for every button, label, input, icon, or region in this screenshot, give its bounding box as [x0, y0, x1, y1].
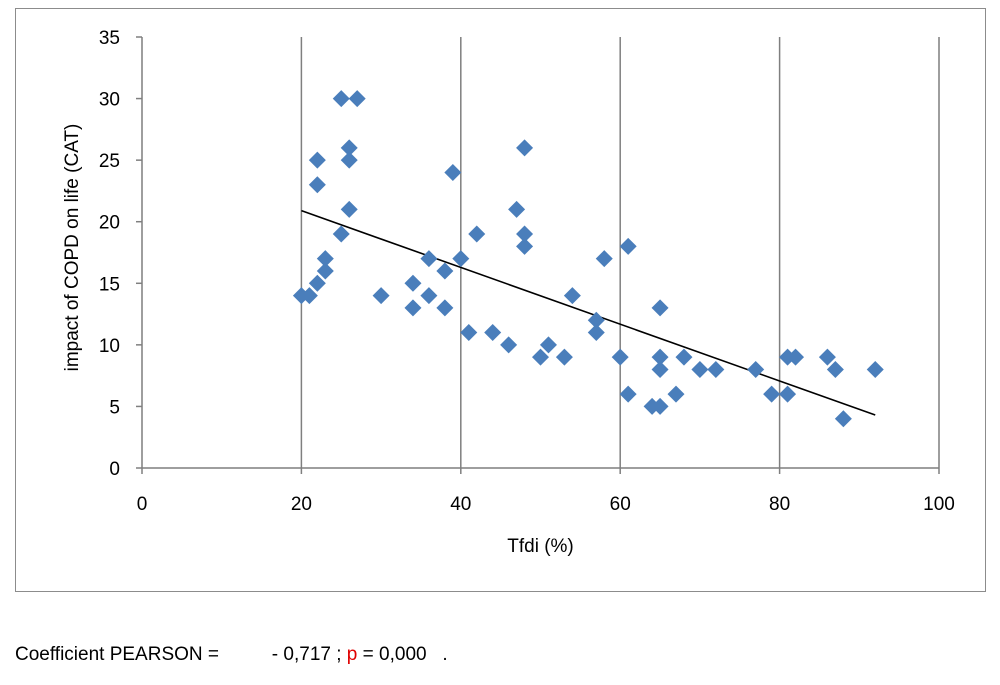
- data-point: [308, 176, 326, 194]
- x-tick-label: 40: [450, 494, 471, 515]
- tick-labels: 0 5 10 15 20 25 30 35 0 20 40 60 80 100: [99, 28, 955, 515]
- data-point: [707, 360, 725, 378]
- gridlines: [300, 37, 940, 468]
- data-point: [404, 299, 422, 317]
- data-point: [555, 348, 573, 366]
- coefficient-label: Coefficient PEARSON =: [15, 644, 219, 665]
- data-point: [316, 262, 334, 280]
- data-point: [619, 385, 637, 403]
- data-point: [651, 360, 669, 378]
- data-point: [420, 287, 438, 305]
- data-point: [332, 225, 350, 243]
- data-point: [340, 139, 358, 157]
- data-point: [436, 299, 454, 317]
- data-point: [763, 385, 781, 403]
- x-tick-label: 100: [923, 494, 955, 515]
- data-point: [826, 360, 844, 378]
- trendline-line: [301, 209, 876, 416]
- data-point: [651, 348, 669, 366]
- data-point: [818, 348, 836, 366]
- y-tick-label: 10: [99, 336, 120, 357]
- data-point: [747, 360, 765, 378]
- data-point: [300, 287, 318, 305]
- data-point: [667, 385, 685, 403]
- data-point: [316, 250, 334, 268]
- data-point: [834, 410, 852, 428]
- data-point: [779, 385, 797, 403]
- data-point: [595, 250, 613, 268]
- data-points: [292, 90, 884, 428]
- data-point: [587, 324, 605, 342]
- data-point: [436, 262, 454, 280]
- data-point: [308, 151, 326, 169]
- data-point: [516, 225, 534, 243]
- axes: [136, 36, 940, 474]
- data-point: [500, 336, 518, 354]
- data-point: [420, 250, 438, 268]
- data-point: [516, 237, 534, 255]
- scatter-chart: 0 5 10 15 20 25 30 35 0 20 40 60 80 100 Tfdi (%) impa…: [62, 28, 955, 557]
- data-point: [691, 360, 709, 378]
- data-point: [619, 237, 637, 255]
- data-point: [587, 311, 605, 329]
- data-point: [444, 163, 462, 181]
- p-label: p: [346, 644, 358, 665]
- data-point: [340, 200, 358, 218]
- x-tick-label: 60: [610, 494, 631, 515]
- y-axis-label: impact of COPD on life (CAT): [62, 124, 83, 372]
- y-tick-label: 15: [99, 274, 120, 295]
- data-point: [516, 139, 534, 157]
- data-point: [787, 348, 805, 366]
- y-tick-label: 25: [99, 151, 120, 172]
- data-point: [460, 324, 478, 342]
- data-point: [866, 360, 884, 378]
- data-point: [404, 274, 422, 292]
- data-point: [675, 348, 693, 366]
- data-point: [563, 287, 581, 305]
- x-tick-label: 0: [137, 494, 148, 515]
- data-point: [508, 200, 526, 218]
- data-point: [308, 274, 326, 292]
- data-point: [452, 250, 470, 268]
- data-point: [332, 90, 350, 108]
- x-axis-label: Tfdi (%): [507, 536, 574, 557]
- data-point: [372, 287, 390, 305]
- y-tick-label: 20: [99, 213, 120, 234]
- data-point: [484, 324, 502, 342]
- data-point: [532, 348, 549, 366]
- data-point: [651, 397, 669, 415]
- coefficient-value: - 0,717 ;: [271, 644, 342, 665]
- data-point: [340, 151, 358, 169]
- data-point: [539, 336, 557, 354]
- y-tick-label: 5: [109, 397, 120, 418]
- y-tick-label: 0: [109, 459, 120, 480]
- p-value: = 0,000: [362, 644, 427, 665]
- x-tick-label: 20: [291, 494, 312, 515]
- data-point: [651, 299, 669, 317]
- data-point: [468, 225, 486, 243]
- data-point: [611, 348, 629, 366]
- trendline: [301, 209, 876, 416]
- chart-frame: [15, 8, 986, 592]
- x-tick-label: 80: [769, 494, 790, 515]
- y-tick-label: 30: [99, 90, 120, 111]
- pearson-statistics: Coefficient PEARSON = - 0,717 ; p = 0,00…: [15, 644, 448, 666]
- data-point: [348, 90, 366, 108]
- y-tick-label: 35: [99, 28, 120, 49]
- trailing-dot: .: [442, 644, 448, 665]
